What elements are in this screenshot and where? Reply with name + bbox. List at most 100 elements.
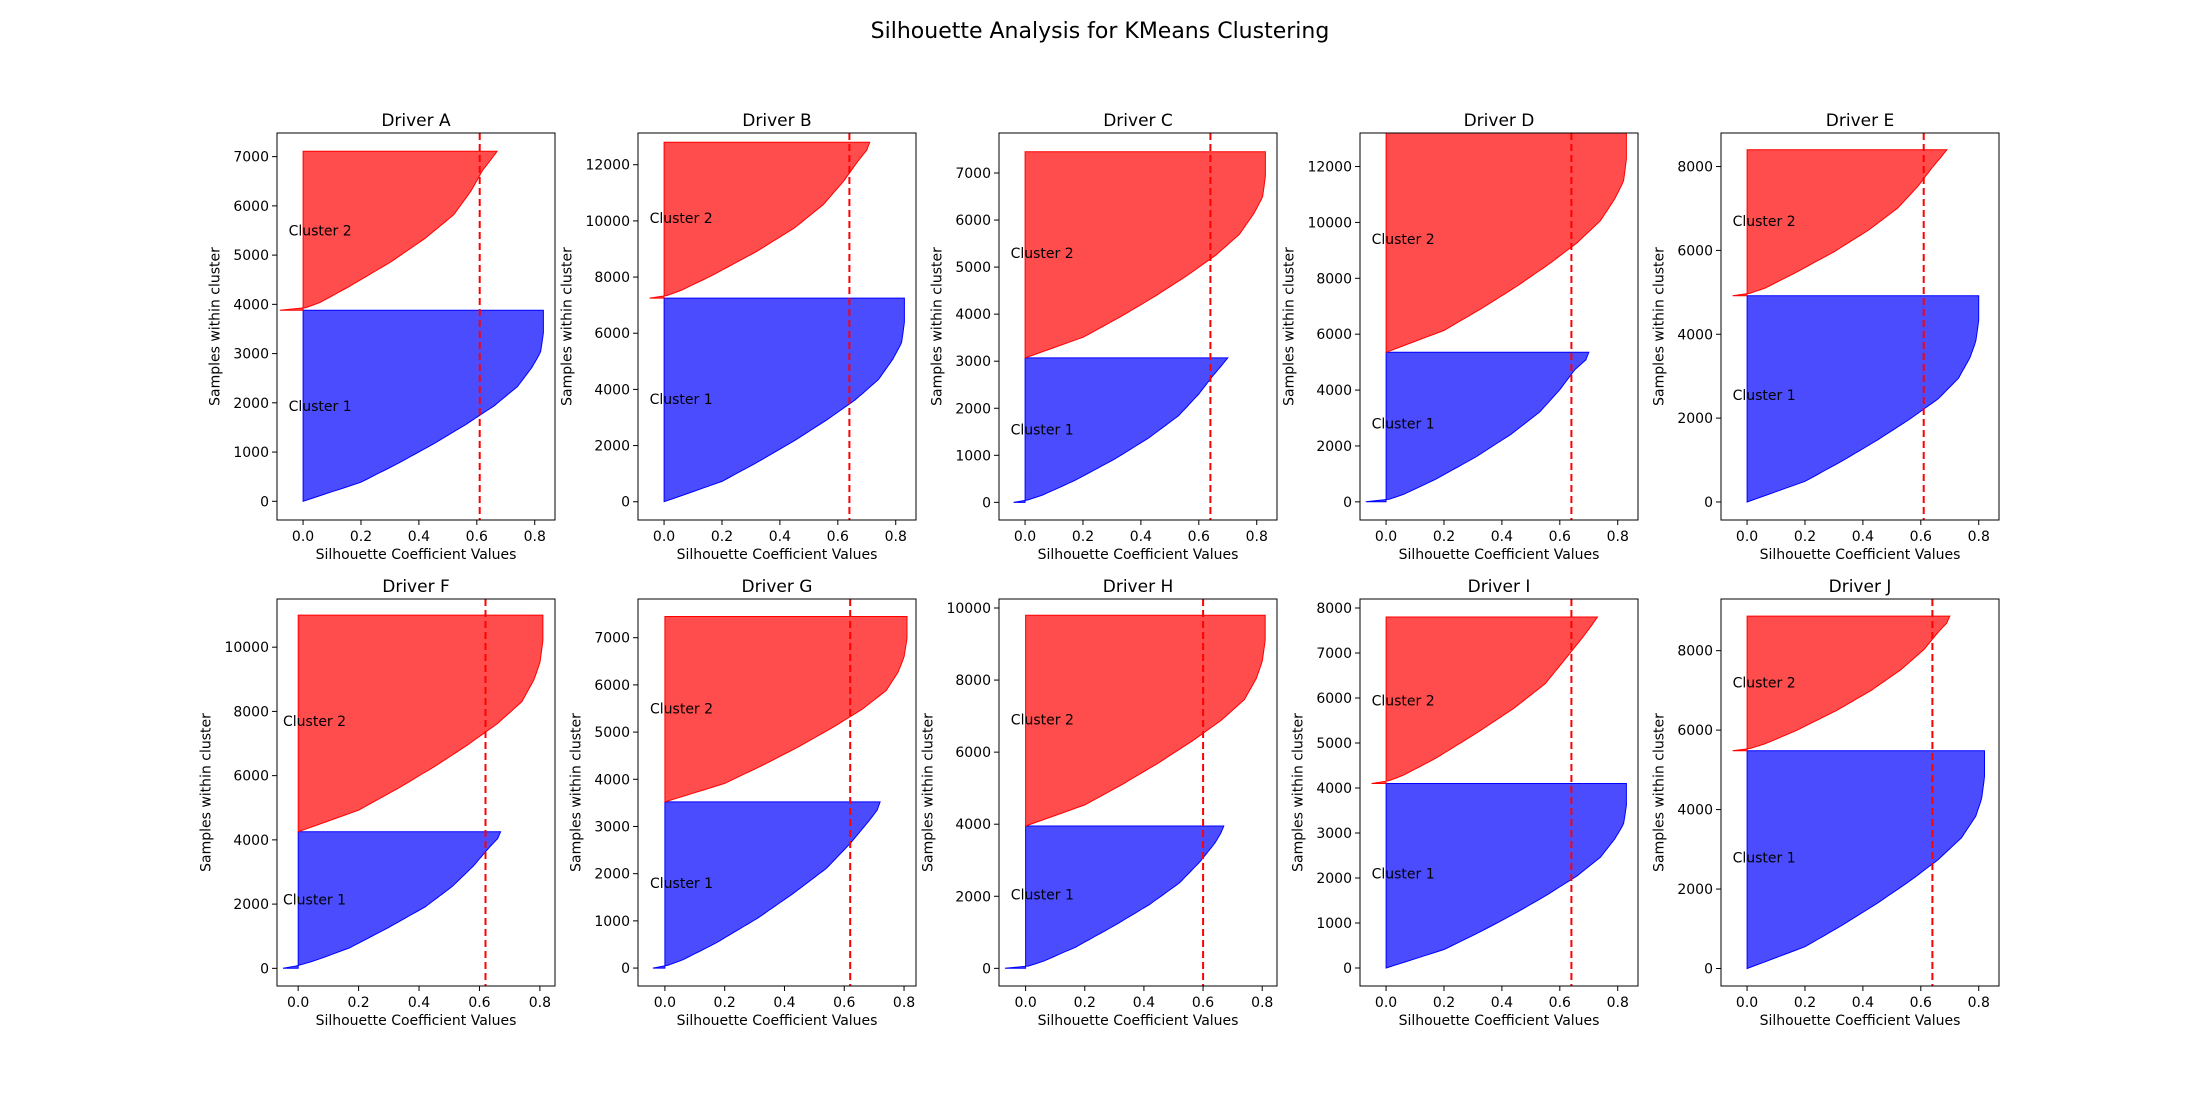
axes-frame (637, 598, 917, 987)
x-tick-label: 0.6 (833, 995, 855, 1011)
y-tick-label: 7000 (955, 166, 991, 182)
y-tick-label: 6000 (1677, 243, 1713, 259)
x-tick-label: 0.2 (1794, 529, 1816, 545)
y-tick-label: 4000 (594, 382, 630, 398)
x-tick-label: 0.2 (1433, 529, 1455, 545)
x-tick-label: 0.0 (654, 995, 676, 1011)
y-axis-label: Samples within cluster (199, 713, 215, 872)
axes-frame (998, 132, 1278, 521)
x-tick-label: 0.2 (1072, 529, 1094, 545)
x-tick-label: 0.8 (529, 995, 551, 1011)
y-tick-label: 3000 (594, 819, 630, 835)
axes-frame (1359, 132, 1639, 521)
y-tick-label: 4000 (955, 307, 991, 323)
y-tick-label: 2000 (233, 897, 269, 913)
x-tick-label: 0.8 (1968, 995, 1990, 1011)
panel-title: Driver E (1826, 111, 1894, 131)
y-tick-label: 4000 (233, 833, 269, 849)
panel-title: Driver J (1829, 577, 1892, 597)
x-tick-label: 0.8 (885, 529, 907, 545)
x-tick-label: 0.0 (292, 529, 314, 545)
x-tick-label: 0.6 (1549, 529, 1571, 545)
x-tick-label: 0.6 (1192, 995, 1214, 1011)
y-axis-label: Samples within cluster (560, 247, 576, 406)
cluster-area-2 (297, 614, 544, 833)
x-tick-label: 0.0 (1014, 529, 1036, 545)
y-tick-label: 4000 (594, 772, 630, 788)
cluster-label: Cluster 2 (1011, 246, 1074, 262)
y-tick-label: 8000 (1316, 601, 1352, 617)
cluster-label: Cluster 2 (1372, 693, 1435, 709)
y-tick-label: 8000 (1677, 644, 1713, 660)
x-tick-label: 0.4 (773, 995, 795, 1011)
x-tick-label: 0.4 (1130, 529, 1152, 545)
y-tick-label: 1000 (233, 445, 269, 461)
y-tick-label: 10000 (585, 214, 630, 230)
y-tick-label: 5000 (955, 260, 991, 276)
y-tick-label: 1000 (1316, 916, 1352, 932)
y-tick-label: 6000 (233, 199, 269, 215)
x-tick-label: 0.6 (468, 995, 490, 1011)
x-tick-label: 0.8 (1251, 995, 1273, 1011)
cluster-area-2 (1024, 151, 1266, 359)
panel-title: Driver I (1468, 577, 1531, 597)
x-tick-label: 0.8 (893, 995, 915, 1011)
y-tick-label: 0 (621, 961, 630, 977)
y-tick-label: 6000 (1316, 327, 1352, 343)
x-axis-label: Silhouette Coefficient Values (1760, 547, 1961, 563)
y-tick-label: 4000 (233, 297, 269, 313)
cluster-area-2 (1025, 614, 1266, 827)
x-tick-label: 0.4 (408, 529, 430, 545)
panel-8: Cluster 1 Cluster 2 0.0 0.2 0.4 0.6 0.8 0 2000 40… (921, 577, 1278, 1029)
x-tick-label: 0.4 (769, 529, 791, 545)
x-tick-label: 0.0 (1375, 529, 1397, 545)
x-tick-label: 0.6 (1188, 529, 1210, 545)
x-tick-label: 0.8 (524, 529, 546, 545)
y-axis-label: Samples within cluster (929, 247, 945, 406)
y-tick-label: 6000 (233, 769, 269, 785)
cluster-area-1 (282, 831, 502, 969)
y-axis-label: Samples within cluster (568, 713, 584, 872)
x-tick-label: 0.0 (1014, 995, 1036, 1011)
cluster-label: Cluster 1 (1733, 388, 1796, 404)
cluster-area-2 (279, 150, 499, 311)
x-axis-label: Silhouette Coefficient Values (1399, 547, 1600, 563)
axes-frame (276, 598, 556, 987)
x-tick-label: 0.4 (1133, 995, 1155, 1011)
x-tick-label: 0.8 (1246, 529, 1268, 545)
panel-5: Cluster 1 Cluster 2 0.0 0.2 0.4 0.6 0.8 0 2000 40… (1651, 111, 2000, 563)
cluster-area-1 (1385, 783, 1627, 969)
y-tick-label: 6000 (594, 326, 630, 342)
axes-frame (637, 132, 917, 521)
y-tick-label: 2000 (594, 439, 630, 455)
x-tick-label: 0.0 (1736, 995, 1758, 1011)
cluster-label: Cluster 1 (283, 892, 346, 908)
y-axis-label: Samples within cluster (1651, 247, 1667, 406)
cluster-label: Cluster 2 (1733, 675, 1796, 691)
y-tick-label: 0 (260, 961, 269, 977)
cluster-label: Cluster 2 (650, 211, 713, 227)
panel-3: Cluster 1 Cluster 2 0.0 0.2 0.4 0.6 0.8 0 1000 20… (929, 111, 1278, 563)
x-tick-label: 0.8 (1968, 529, 1990, 545)
x-tick-label: 0.0 (1375, 995, 1397, 1011)
cluster-label: Cluster 1 (1011, 422, 1074, 438)
panel-1: Cluster 1 Cluster 2 0.0 0.2 0.4 0.6 0.8 0 1000 20… (207, 111, 556, 563)
y-axis-label: Samples within cluster (1290, 713, 1306, 872)
cluster-area-2 (664, 616, 908, 803)
y-tick-label: 10000 (946, 601, 991, 617)
y-tick-label: 0 (260, 494, 269, 510)
y-tick-label: 6000 (955, 213, 991, 229)
x-axis-label: Silhouette Coefficient Values (1038, 547, 1239, 563)
y-tick-label: 5000 (594, 725, 630, 741)
cluster-area-1 (1004, 825, 1225, 969)
y-axis-label: Samples within cluster (921, 713, 937, 872)
y-tick-label: 4000 (1677, 327, 1713, 343)
cluster-label: Cluster 1 (1372, 417, 1435, 433)
cluster-label: Cluster 2 (1011, 713, 1074, 729)
x-axis-label: Silhouette Coefficient Values (1760, 1013, 1961, 1029)
y-tick-label: 0 (1704, 962, 1713, 978)
cluster-label: Cluster 1 (650, 876, 713, 892)
y-axis-label: Samples within cluster (1651, 713, 1667, 872)
x-tick-label: 0.2 (347, 995, 369, 1011)
